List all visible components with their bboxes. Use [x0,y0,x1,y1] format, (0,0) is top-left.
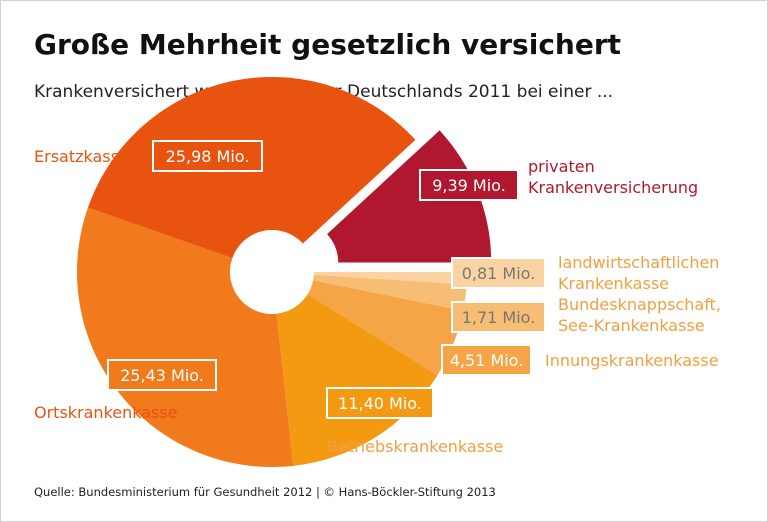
value-label-box [419,169,519,201]
value-label-box [326,387,434,419]
category-label-line: Krankenversicherung [528,178,698,197]
category-label-line: privaten [528,157,600,176]
category-label: landwirtschaftlichen Krankenkasse [558,253,725,293]
slice [313,274,467,311]
value-label: 4,51 Mio. [450,351,524,370]
category-label: Bundesknappschaft, See-Krankenkasse [558,295,726,335]
source: Quelle: Bundesministerium für Gesundheit… [34,485,496,499]
category-label: Betriebskrankenkasse [327,437,503,456]
value-label: 9,39 Mio. [432,176,506,195]
category-label-line: See-Krankenkasse [558,316,705,335]
category-label: Ortskrankenkasse [34,403,178,422]
value-label: 25,98 Mio. [166,147,250,166]
value-label-box [451,257,546,289]
slice [77,207,294,467]
slice [313,272,467,285]
slice [276,294,438,466]
category-label: Innungskrankenkasse [545,351,719,370]
value-label: 0,81 Mio. [462,264,536,283]
category-label-line: Bundesknappschaft, [558,295,726,314]
category-label: Ersatzkasse [34,147,129,166]
slice [327,130,492,263]
category-label-line: landwirtschaftlichen [558,253,725,272]
value-label: 1,71 Mio. [462,308,536,327]
chart-title: Große Mehrheit gesetzlich versichert [34,28,621,61]
value-label-box [152,140,263,172]
category-label-line: Krankenkasse [558,274,669,293]
value-label: 11,40 Mio. [338,394,422,413]
value-label-box [107,359,217,391]
value-label-box [451,301,546,333]
value-label-box [441,344,532,376]
category-label: privaten Krankenversicherung [528,157,698,197]
value-label: 25,43 Mio. [120,366,204,385]
slice [307,280,464,376]
